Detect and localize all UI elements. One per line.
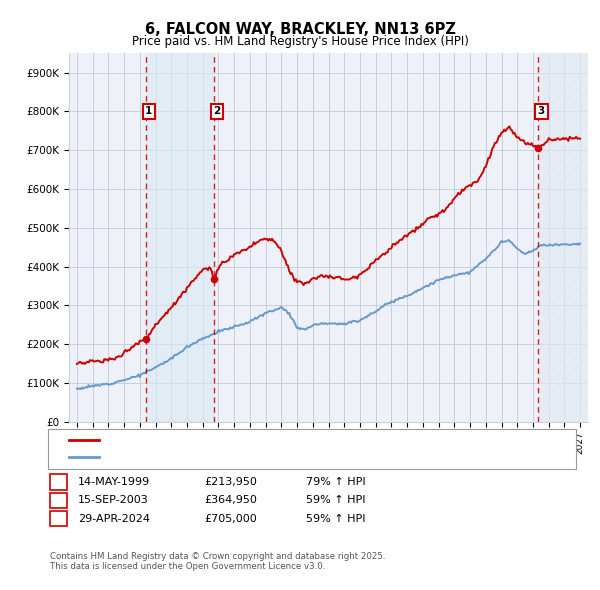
- Text: £364,950: £364,950: [204, 496, 257, 505]
- Text: £213,950: £213,950: [204, 477, 257, 487]
- Text: 14-MAY-1999: 14-MAY-1999: [78, 477, 150, 487]
- Text: 1: 1: [55, 477, 62, 487]
- Bar: [146, 53, 214, 422]
- Text: HPI: Average price, detached house, West Northamptonshire: HPI: Average price, detached house, West…: [103, 453, 420, 462]
- Text: 15-SEP-2003: 15-SEP-2003: [78, 496, 149, 505]
- Text: 29-APR-2024: 29-APR-2024: [78, 514, 150, 523]
- Text: 59% ↑ HPI: 59% ↑ HPI: [306, 514, 365, 523]
- Text: This data is licensed under the Open Government Licence v3.0.: This data is licensed under the Open Gov…: [50, 562, 325, 571]
- Text: 6, FALCON WAY, BRACKLEY, NN13 6PZ (detached house): 6, FALCON WAY, BRACKLEY, NN13 6PZ (detac…: [103, 435, 397, 445]
- Bar: [538, 53, 588, 422]
- Text: 79% ↑ HPI: 79% ↑ HPI: [306, 477, 365, 487]
- Text: 59% ↑ HPI: 59% ↑ HPI: [306, 496, 365, 505]
- Text: 6, FALCON WAY, BRACKLEY, NN13 6PZ: 6, FALCON WAY, BRACKLEY, NN13 6PZ: [145, 22, 455, 37]
- Text: 2: 2: [55, 496, 62, 505]
- Text: 3: 3: [55, 514, 62, 523]
- Text: £705,000: £705,000: [204, 514, 257, 523]
- Text: Price paid vs. HM Land Registry's House Price Index (HPI): Price paid vs. HM Land Registry's House …: [131, 35, 469, 48]
- Text: 2: 2: [214, 106, 221, 116]
- Text: 3: 3: [538, 106, 545, 116]
- Text: Contains HM Land Registry data © Crown copyright and database right 2025.: Contains HM Land Registry data © Crown c…: [50, 552, 385, 560]
- Text: 1: 1: [145, 106, 152, 116]
